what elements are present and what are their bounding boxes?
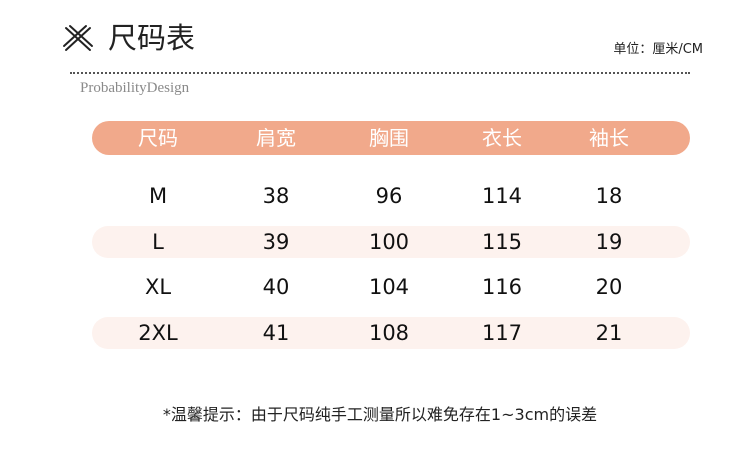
column-header: 尺码 [138, 126, 178, 150]
brand: ProbabilityDesign [80, 80, 190, 96]
column-header: 肩宽 [256, 126, 296, 150]
table-cell: 38 [262, 184, 290, 208]
row-band [92, 225, 690, 258]
icon [63, 25, 93, 51]
table-cell: 117 [481, 321, 523, 346]
table-cell: 116 [481, 275, 523, 300]
note: *温馨提示：由于尺码纯手工测量所以难免存在1~3cm的误差 [162, 405, 598, 424]
table-cell: 39 [262, 229, 290, 254]
column-header: 衣长 [482, 126, 522, 150]
table-cell: 40 [262, 275, 290, 300]
table-cell: L [152, 229, 164, 254]
table-cell: 114 [481, 184, 523, 208]
divider [70, 72, 690, 74]
title: 尺码表 [108, 21, 196, 55]
table-cell: 20 [595, 275, 623, 300]
table-cell: 115 [481, 229, 523, 254]
row-band [92, 317, 690, 350]
table-cell: 41 [262, 321, 290, 346]
table-cell: 108 [368, 321, 410, 346]
table-cell: XL [144, 275, 172, 300]
column-header: 胸围 [369, 126, 409, 150]
table-cell: 100 [368, 229, 410, 254]
table-header [92, 121, 690, 155]
table-cell: 19 [595, 229, 623, 254]
table-cell: 21 [595, 321, 623, 346]
unit: 单位：厘米/CM [613, 42, 703, 57]
table-cell: M [148, 184, 168, 208]
table-cell: 104 [368, 275, 410, 300]
column-header: 袖长 [589, 126, 629, 150]
table-cell: 2XL [138, 321, 178, 346]
table-cell: 18 [595, 184, 623, 208]
table-cell: 96 [375, 184, 403, 208]
